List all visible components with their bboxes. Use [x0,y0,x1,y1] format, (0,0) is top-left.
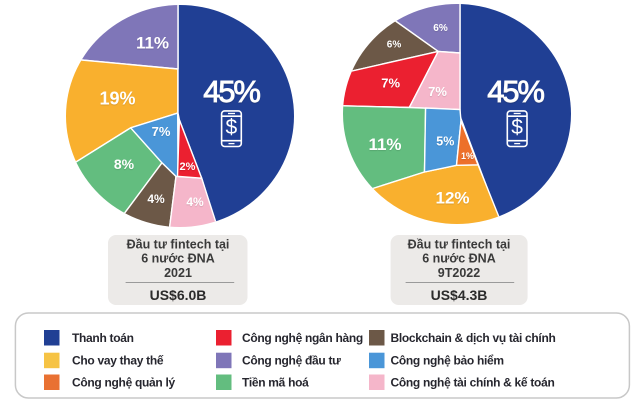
svg-text:4%: 4% [186,195,204,209]
svg-text:1%: 1% [461,151,474,161]
svg-text:Công nghệ quản lý: Công nghệ quản lý [72,376,176,390]
svg-text:US$6.0B: US$6.0B [150,287,207,303]
svg-text:Cho vay thay thế: Cho vay thay thế [72,354,164,368]
svg-text:$: $ [226,116,238,139]
svg-text:11%: 11% [368,135,401,154]
svg-text:6 nước ĐNA: 6 nước ĐNA [422,252,496,266]
svg-text:Đầu tư fintech tại: Đầu tư fintech tại [408,237,511,251]
svg-text:45%: 45% [203,74,260,109]
svg-text:Blockchain & dịch vụ tài chính: Blockchain & dịch vụ tài chính [391,331,556,345]
svg-text:7%: 7% [152,124,171,139]
svg-text:6 nước ĐNA: 6 nước ĐNA [141,252,215,266]
svg-text:Công nghệ tài chính & kế toán: Công nghệ tài chính & kế toán [391,376,555,390]
svg-text:45%: 45% [487,74,544,109]
svg-text:Đầu tư fintech tại: Đầu tư fintech tại [127,237,230,251]
svg-text:US$4.3B: US$4.3B [431,287,488,303]
svg-text:Công nghệ đầu tư: Công nghệ đầu tư [242,354,341,368]
svg-text:4%: 4% [147,192,165,206]
svg-text:Công nghệ bảo hiểm: Công nghệ bảo hiểm [391,354,504,368]
svg-text:7%: 7% [381,76,400,91]
svg-text:7%: 7% [428,84,447,99]
svg-text:9T2022: 9T2022 [438,266,480,280]
svg-text:$: $ [511,116,523,139]
svg-text:2021: 2021 [164,266,192,280]
svg-text:2%: 2% [180,161,196,173]
svg-text:Thanh toán: Thanh toán [72,331,134,345]
svg-text:12%: 12% [435,189,469,208]
svg-text:19%: 19% [99,89,135,109]
svg-text:Công nghệ ngân hàng: Công nghệ ngân hàng [242,331,363,345]
svg-text:5%: 5% [436,135,454,149]
svg-text:8%: 8% [114,156,135,172]
svg-text:6%: 6% [433,23,448,34]
svg-text:6%: 6% [387,40,402,51]
svg-text:Tiền mã hoá: Tiền mã hoá [242,376,309,390]
svg-text:11%: 11% [136,34,169,53]
